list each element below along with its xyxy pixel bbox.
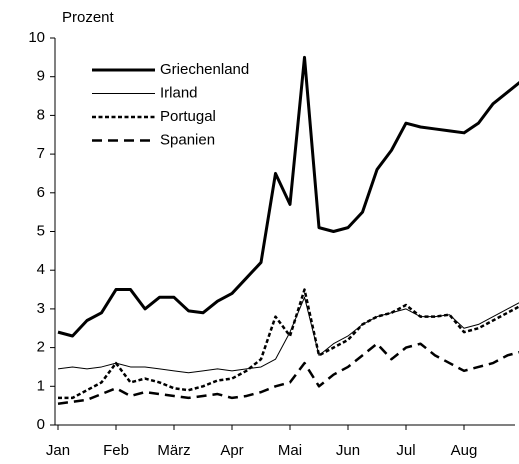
- series-line: [57, 342, 519, 405]
- legend-label: Irland: [160, 84, 198, 101]
- x-tick-label: Jun: [336, 442, 360, 459]
- legend-label: Griechenland: [160, 61, 249, 78]
- legend-label: Portugal: [160, 108, 216, 125]
- y-axis-label: Prozent: [62, 9, 115, 26]
- x-tick-label: Jan: [46, 442, 70, 459]
- y-tick-label: 2: [37, 339, 45, 356]
- x-tick-label: Apr: [220, 442, 243, 459]
- y-tick-label: 0: [37, 416, 45, 433]
- y-tick-label: 5: [37, 222, 45, 239]
- y-tick-label: 6: [37, 184, 45, 201]
- y-tick-label: 8: [37, 106, 45, 123]
- y-tick-label: 3: [37, 300, 45, 317]
- y-tick-label: 1: [37, 377, 45, 394]
- y-tick-label: 9: [37, 68, 45, 85]
- series-line: [58, 288, 519, 400]
- y-tick-label: 7: [37, 145, 45, 162]
- x-tick-label: Aug: [451, 442, 478, 459]
- y-tick-label: 4: [37, 261, 45, 278]
- x-tick-label: Jul: [396, 442, 415, 459]
- y-tick-label: 10: [28, 29, 45, 46]
- series-line: [57, 55, 519, 338]
- x-tick-label: März: [157, 442, 190, 459]
- legend-label: Spanien: [160, 131, 215, 148]
- series-line: [57, 296, 519, 374]
- x-tick-label: Mai: [278, 442, 302, 459]
- x-tick-label: Feb: [103, 442, 129, 459]
